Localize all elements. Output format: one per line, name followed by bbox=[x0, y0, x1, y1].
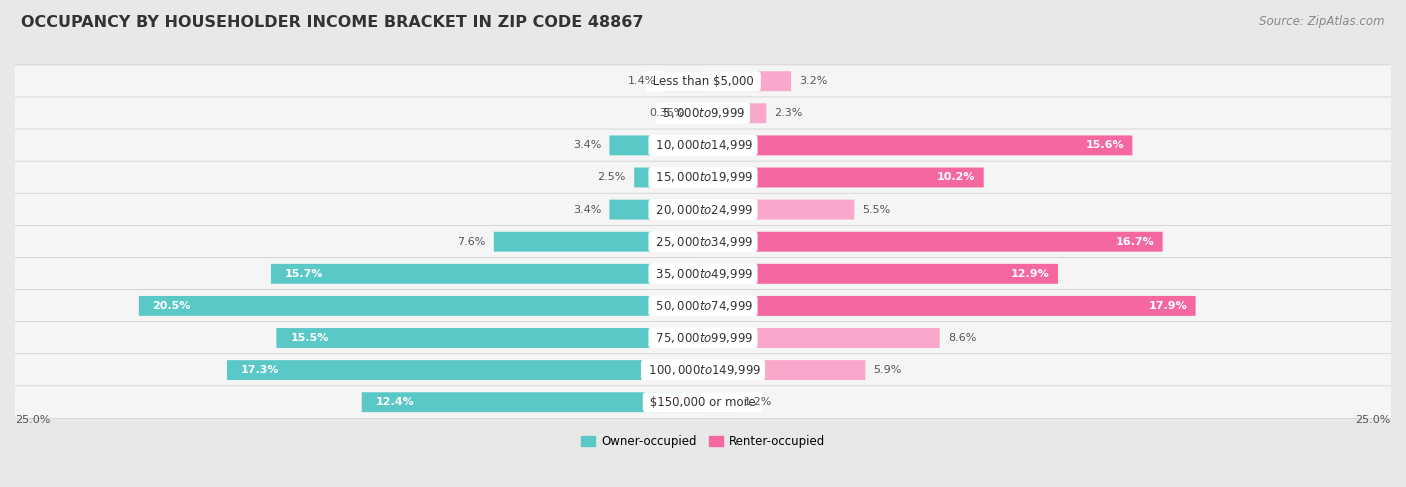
FancyBboxPatch shape bbox=[703, 135, 1132, 155]
FancyBboxPatch shape bbox=[13, 290, 1393, 322]
FancyBboxPatch shape bbox=[13, 225, 1393, 258]
Text: 3.2%: 3.2% bbox=[800, 76, 828, 86]
Text: 3.4%: 3.4% bbox=[572, 205, 602, 215]
Text: 10.2%: 10.2% bbox=[936, 172, 976, 183]
FancyBboxPatch shape bbox=[703, 232, 1163, 252]
FancyBboxPatch shape bbox=[703, 296, 1195, 316]
FancyBboxPatch shape bbox=[13, 65, 1393, 97]
FancyBboxPatch shape bbox=[139, 296, 703, 316]
Text: 15.5%: 15.5% bbox=[290, 333, 329, 343]
FancyBboxPatch shape bbox=[494, 232, 703, 252]
Text: 12.4%: 12.4% bbox=[375, 397, 415, 407]
Text: OCCUPANCY BY HOUSEHOLDER INCOME BRACKET IN ZIP CODE 48867: OCCUPANCY BY HOUSEHOLDER INCOME BRACKET … bbox=[21, 15, 644, 30]
FancyBboxPatch shape bbox=[703, 360, 865, 380]
Text: 3.4%: 3.4% bbox=[572, 140, 602, 150]
FancyBboxPatch shape bbox=[703, 71, 792, 91]
Text: Less than $5,000: Less than $5,000 bbox=[648, 75, 758, 88]
Text: $25,000 to $34,999: $25,000 to $34,999 bbox=[652, 235, 754, 249]
Text: $20,000 to $24,999: $20,000 to $24,999 bbox=[652, 203, 754, 217]
Text: 15.6%: 15.6% bbox=[1085, 140, 1123, 150]
Text: 5.9%: 5.9% bbox=[873, 365, 903, 375]
Text: 2.5%: 2.5% bbox=[598, 172, 626, 183]
Text: 20.5%: 20.5% bbox=[153, 301, 191, 311]
FancyBboxPatch shape bbox=[13, 193, 1393, 226]
Text: 0.36%: 0.36% bbox=[650, 108, 685, 118]
FancyBboxPatch shape bbox=[226, 360, 703, 380]
FancyBboxPatch shape bbox=[703, 200, 855, 220]
Text: $100,000 to $149,999: $100,000 to $149,999 bbox=[644, 363, 762, 377]
FancyBboxPatch shape bbox=[361, 392, 703, 412]
FancyBboxPatch shape bbox=[13, 258, 1393, 290]
Text: 17.3%: 17.3% bbox=[240, 365, 280, 375]
Text: 25.0%: 25.0% bbox=[1355, 415, 1391, 425]
Text: 8.6%: 8.6% bbox=[948, 333, 976, 343]
Text: 12.9%: 12.9% bbox=[1011, 269, 1050, 279]
Text: $150,000 or more: $150,000 or more bbox=[647, 396, 759, 409]
Text: 1.2%: 1.2% bbox=[744, 397, 773, 407]
FancyBboxPatch shape bbox=[665, 71, 703, 91]
FancyBboxPatch shape bbox=[13, 161, 1393, 194]
Text: 1.4%: 1.4% bbox=[628, 76, 657, 86]
Text: 16.7%: 16.7% bbox=[1115, 237, 1154, 247]
Text: 7.6%: 7.6% bbox=[457, 237, 485, 247]
Text: 17.9%: 17.9% bbox=[1149, 301, 1187, 311]
FancyBboxPatch shape bbox=[13, 129, 1393, 162]
FancyBboxPatch shape bbox=[609, 200, 703, 220]
FancyBboxPatch shape bbox=[271, 264, 703, 284]
FancyBboxPatch shape bbox=[609, 135, 703, 155]
FancyBboxPatch shape bbox=[277, 328, 703, 348]
Text: 2.3%: 2.3% bbox=[775, 108, 803, 118]
Text: 5.5%: 5.5% bbox=[863, 205, 891, 215]
Text: $50,000 to $74,999: $50,000 to $74,999 bbox=[652, 299, 754, 313]
FancyBboxPatch shape bbox=[703, 264, 1057, 284]
Text: $10,000 to $14,999: $10,000 to $14,999 bbox=[652, 138, 754, 152]
FancyBboxPatch shape bbox=[13, 97, 1393, 130]
Text: $75,000 to $99,999: $75,000 to $99,999 bbox=[652, 331, 754, 345]
Text: $5,000 to $9,999: $5,000 to $9,999 bbox=[659, 106, 747, 120]
Text: $15,000 to $19,999: $15,000 to $19,999 bbox=[652, 170, 754, 185]
FancyBboxPatch shape bbox=[13, 354, 1393, 387]
FancyBboxPatch shape bbox=[703, 392, 735, 412]
FancyBboxPatch shape bbox=[703, 328, 939, 348]
FancyBboxPatch shape bbox=[13, 321, 1393, 355]
FancyBboxPatch shape bbox=[693, 103, 703, 123]
FancyBboxPatch shape bbox=[13, 386, 1393, 418]
Legend: Owner-occupied, Renter-occupied: Owner-occupied, Renter-occupied bbox=[576, 430, 830, 452]
Text: Source: ZipAtlas.com: Source: ZipAtlas.com bbox=[1260, 15, 1385, 28]
FancyBboxPatch shape bbox=[634, 168, 703, 187]
Text: 25.0%: 25.0% bbox=[15, 415, 51, 425]
Text: $35,000 to $49,999: $35,000 to $49,999 bbox=[652, 267, 754, 281]
FancyBboxPatch shape bbox=[703, 103, 766, 123]
Text: 15.7%: 15.7% bbox=[284, 269, 323, 279]
FancyBboxPatch shape bbox=[703, 168, 984, 187]
